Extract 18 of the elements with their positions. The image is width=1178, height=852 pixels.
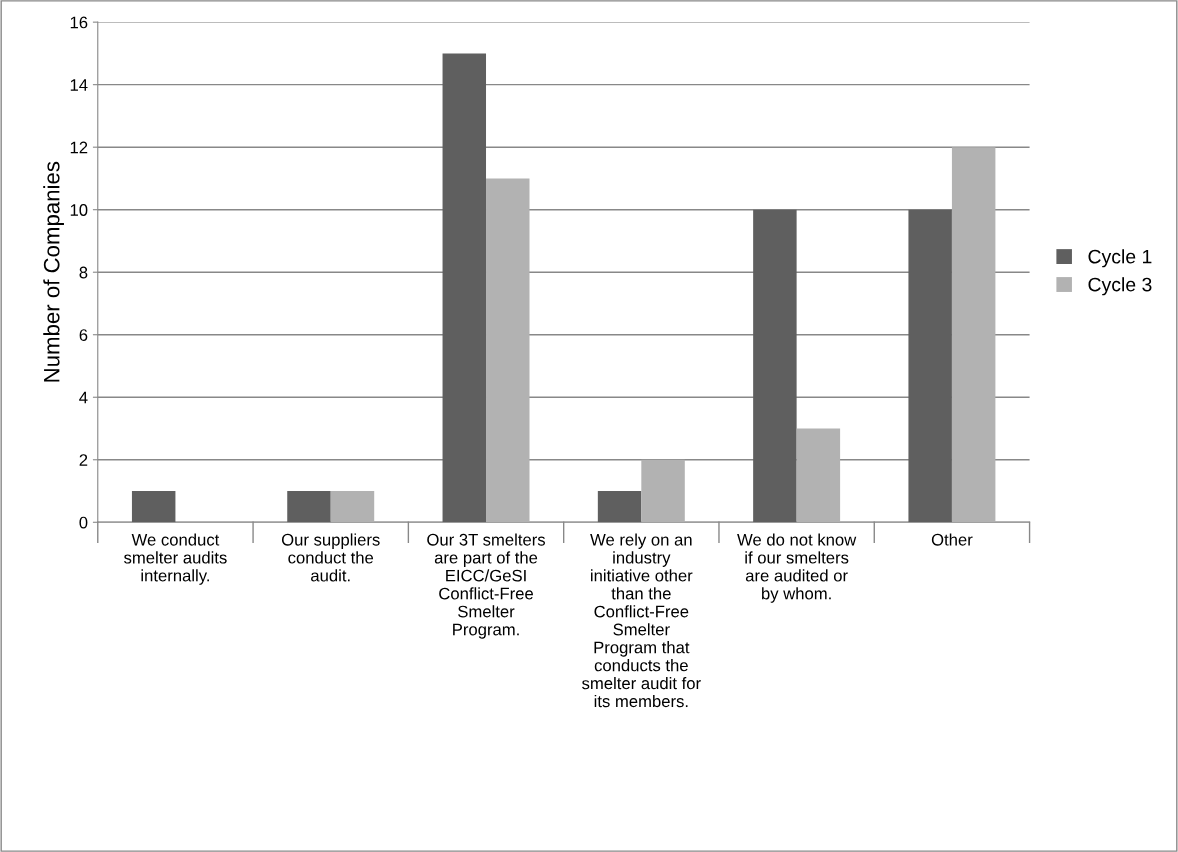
legend-label: Cycle 1 [1088,249,1152,268]
y-tick-label: 12 [70,141,88,154]
x-tick-label: Our 3T smelters are part of the EICC/GeSI Conflict-Free Smelter Program. [427,533,546,639]
category-label: We rely on an industry initiative other than the Conflict-Free Smelter Program that conducts the smelter audit for its members. [582,533,701,708]
y-tick-label: 6 [79,329,88,341]
x-tick-label: Our suppliers conduct the audit. [281,533,380,582]
x-tick-label: We conduct smelter audits internally. [124,533,227,585]
x-tick-label: We do not know if our smelters are audited or by whom. [737,533,857,603]
y-tick-label: 16 [70,16,88,29]
y-tick-label: 14 [70,79,88,91]
y-axis-title: Number of Companies [43,161,64,382]
y-tick-label: 8 [79,266,88,279]
legend-label: Cycle 3 [1088,277,1152,296]
y-tick-label: 2 [79,454,88,466]
y-tick-label: 10 [70,204,88,216]
x-tick-label: Other [931,533,973,546]
y-tick-label: 0 [79,516,88,529]
y-tick-label: 4 [79,391,88,404]
